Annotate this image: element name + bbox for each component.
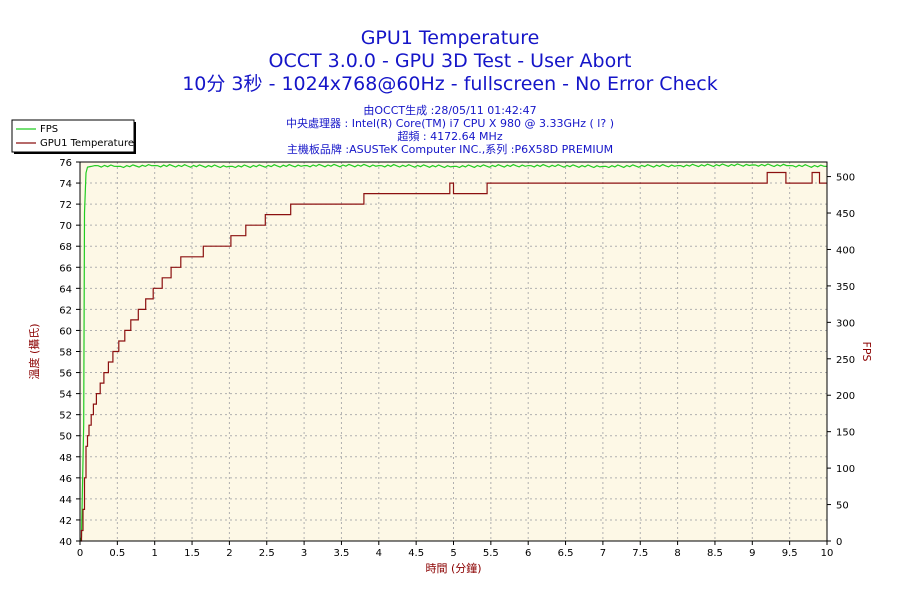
y-tick-label: 68 — [59, 242, 72, 253]
x-tick-label: 6 — [525, 548, 531, 559]
x-axis-label: 時間 (分鐘) — [425, 561, 481, 575]
x-tick-label: 4.5 — [408, 548, 424, 559]
y-tick-label: 56 — [59, 369, 72, 380]
legend-label-fps: FPS — [40, 124, 58, 135]
x-tick-label: 8 — [674, 548, 680, 559]
y-tick-label: 62 — [59, 305, 72, 316]
x-tick-label: 0.5 — [109, 548, 125, 559]
y-tick-label: 40 — [59, 537, 72, 548]
x-tick-label: 5.5 — [483, 548, 499, 559]
y-tick-label: 54 — [59, 390, 72, 401]
x-tick-label: 2 — [226, 548, 232, 559]
x-tick-label: 1.5 — [184, 548, 200, 559]
series-line-fps — [79, 163, 828, 542]
x-tick-label: 9 — [749, 548, 755, 559]
x-tick-label: 2.5 — [259, 548, 275, 559]
y-tick-label: 70 — [59, 221, 72, 232]
y2-tick-label: 150 — [836, 428, 855, 439]
y2-tick-label: 300 — [836, 318, 855, 329]
y-tick-label: 44 — [59, 495, 72, 506]
chart-subtitle: OCCT 3.0.0 - GPU 3D Test - User Abort — [268, 50, 632, 72]
series-line-temperature — [80, 171, 827, 542]
y2-axis-ticks: 0 50 100 150 200 250 300 350 400 450 500 — [827, 173, 855, 548]
y-tick-label: 76 — [59, 158, 72, 169]
y-tick-label: 72 — [59, 200, 72, 211]
info-line-generated: 由OCCT生成 :28/05/11 01:42:47 — [363, 104, 537, 117]
y-tick-label: 60 — [59, 326, 72, 337]
y2-tick-label: 500 — [836, 173, 855, 184]
chart-subtitle-2: 10分 3秒 - 1024x768@60Hz - fullscreen - No… — [182, 73, 718, 95]
y2-tick-label: 350 — [836, 282, 855, 293]
x-tick-label: 4 — [376, 548, 382, 559]
legend-box — [11, 119, 135, 153]
x-tick-label: 7.5 — [632, 548, 648, 559]
y-tick-label: 74 — [59, 179, 72, 190]
y-tick-label: 52 — [59, 411, 72, 422]
x-tick-label: 1 — [152, 548, 158, 559]
x-tick-label: 3.5 — [333, 548, 349, 559]
plot-frame — [79, 161, 828, 542]
x-tick-label: 5 — [450, 548, 456, 559]
x-tick-label: 10 — [821, 548, 834, 559]
x-tick-label: 3 — [301, 548, 307, 559]
x-tick-label: 0 — [77, 548, 83, 559]
y2-tick-label: 0 — [836, 537, 842, 548]
y-tick-label: 58 — [59, 348, 72, 359]
y2-tick-label: 400 — [836, 245, 855, 256]
x-axis-ticks: 0 0.5 1 1.5 2 2.5 3 3.5 4 4.5 5 5.5 6 6.5 7 7.5 8 8.5 9 9.5… — [77, 541, 834, 559]
y-tick-label: 48 — [59, 453, 72, 464]
y-tick-label: 42 — [59, 516, 72, 527]
y2-tick-label: 50 — [836, 501, 849, 512]
x-tick-label: 7 — [600, 548, 606, 559]
y-axis-label: 溫度 (攝氏) — [27, 323, 41, 379]
x-tick-label: 9.5 — [782, 548, 798, 559]
x-tick-label: 6.5 — [558, 548, 574, 559]
y2-tick-label: 250 — [836, 355, 855, 366]
y2-tick-label: 100 — [836, 464, 855, 475]
y-tick-label: 66 — [59, 263, 72, 274]
info-line-motherboard: 主機板品牌 :ASUSTeK Computer INC.,系列 :P6X58D … — [286, 143, 614, 156]
y2-tick-label: 200 — [836, 391, 855, 402]
chart-title: GPU1 Temperature — [360, 27, 540, 49]
y-tick-label: 46 — [59, 474, 72, 485]
x-tick-label: 8.5 — [707, 548, 723, 559]
y2-axis-label: FPS — [860, 342, 873, 362]
info-line-cpu: 中央處理器 : Intel(R) Core(TM) i7 CPU X 980 @… — [286, 117, 614, 130]
y-tick-label: 50 — [59, 432, 72, 443]
y-axis-ticks: 40 42 44 46 48 50 52 54 56 58 60 62 64 66 68 70 72 74 76 — [59, 158, 80, 548]
y-tick-label: 64 — [59, 284, 72, 295]
y2-tick-label: 450 — [836, 209, 855, 220]
legend-label-temperature: GPU1 Temperature — [40, 138, 134, 149]
legend: FPS GPU1 Temperature — [11, 119, 136, 154]
info-line-overclock: 超頻 : 4172.64 MHz — [397, 130, 503, 143]
